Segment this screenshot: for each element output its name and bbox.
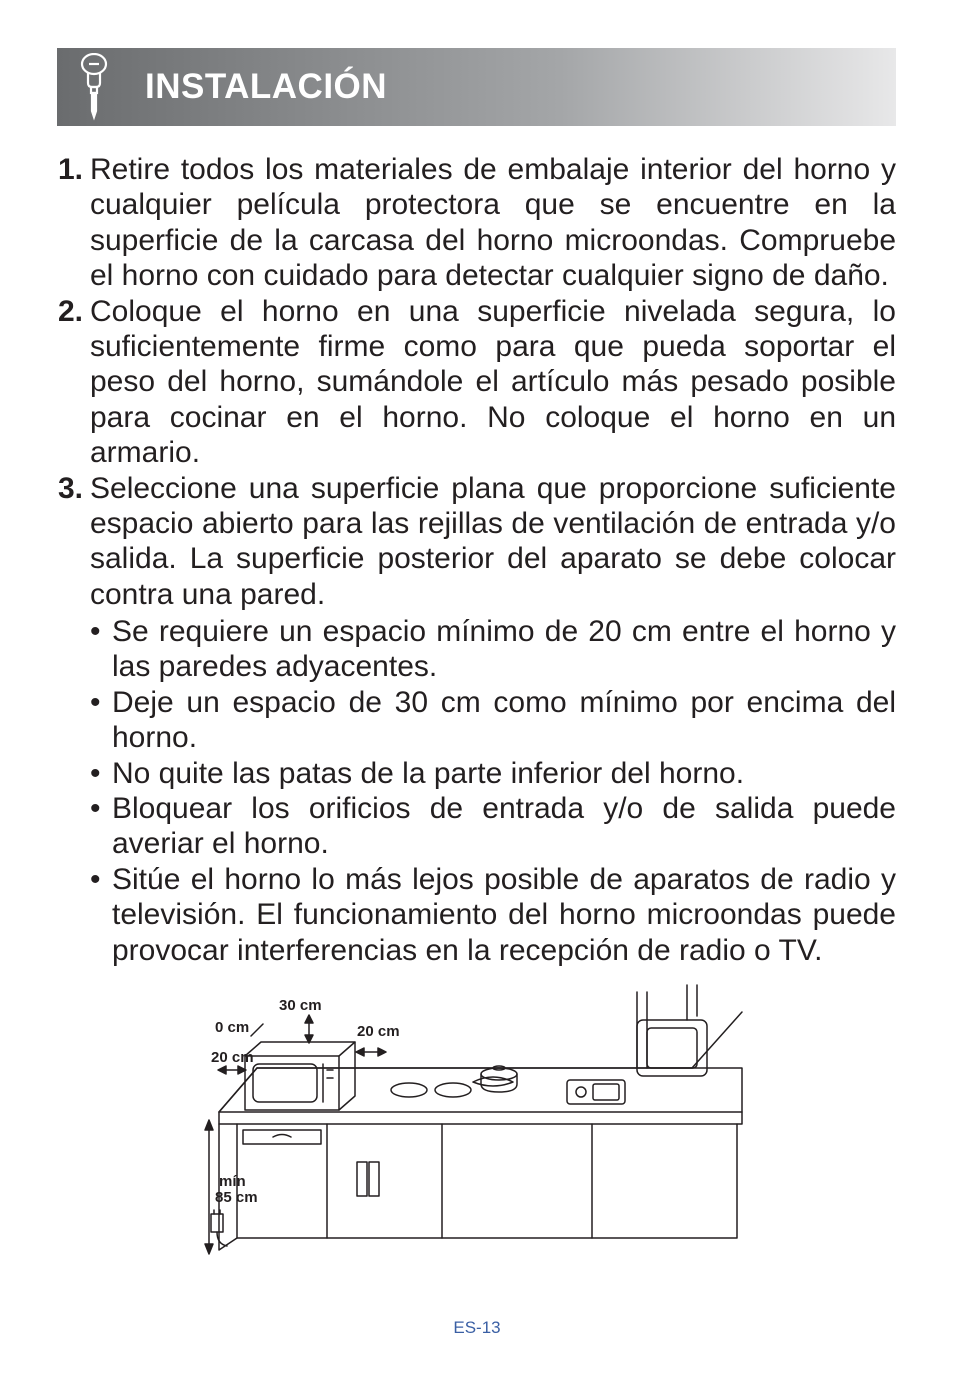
item-text: Coloque el horno en una superficie nivel… [90, 294, 896, 471]
content-body: 1. Retire todos los materiales de embala… [58, 152, 896, 968]
bullet-icon: • [90, 685, 112, 756]
sub-text: Deje un espacio de 30 cm como mínimo por… [112, 685, 896, 756]
item-body-3: Seleccione una superficie plana que prop… [90, 471, 896, 968]
item-number: 1. [58, 152, 90, 294]
sub-text: Se requiere un espacio mínimo de 20 cm e… [112, 614, 896, 685]
bullet-icon: • [90, 791, 112, 862]
item-text: Retire todos los materiales de embalaje … [90, 152, 896, 294]
sub-item: • No quite las patas de la parte inferio… [90, 756, 896, 791]
bullet-icon: • [90, 614, 112, 685]
label-20cm-side: 20 cm [357, 1023, 400, 1040]
sub-item: • Bloquear los orificios de entrada y/o … [90, 791, 896, 862]
screwdriver-icon [57, 48, 131, 126]
label-85cm: 85 cm [215, 1189, 258, 1206]
list-item-3: 3. Seleccione una superficie plana que p… [58, 471, 896, 968]
section-header: INSTALACIÓN [57, 48, 896, 126]
sub-text: Sitúe el horno lo más lejos posible de a… [112, 862, 896, 968]
label-min: mín [219, 1173, 246, 1190]
item-text: Seleccione una superficie plana que prop… [90, 472, 896, 611]
item-number: 2. [58, 294, 90, 471]
item-number: 3. [58, 471, 90, 968]
sub-item: • Deje un espacio de 30 cm como mínimo p… [90, 685, 896, 756]
label-20cm-left: 20 cm [211, 1049, 254, 1066]
bullet-icon: • [90, 756, 112, 791]
sub-list: • Se requiere un espacio mínimo de 20 cm… [90, 614, 896, 968]
page-number: ES-13 [0, 1318, 954, 1338]
label-0cm: 0 cm [215, 1019, 249, 1036]
list-item-2: 2. Coloque el horno en una superficie ni… [58, 294, 896, 471]
sub-item: • Sitúe el horno lo más lejos posible de… [90, 862, 896, 968]
section-title: INSTALACIÓN [145, 67, 387, 107]
list-item-1: 1. Retire todos los materiales de embala… [58, 152, 896, 294]
installation-diagram: 30 cm 0 cm 20 cm 20 cm mín 85 cm [58, 982, 896, 1262]
sub-item: • Se requiere un espacio mínimo de 20 cm… [90, 614, 896, 685]
label-30cm: 30 cm [279, 997, 322, 1014]
bullet-icon: • [90, 862, 112, 968]
sub-text: Bloquear los orificios de entrada y/o de… [112, 791, 896, 862]
sub-text: No quite las patas de la parte inferior … [112, 756, 896, 791]
